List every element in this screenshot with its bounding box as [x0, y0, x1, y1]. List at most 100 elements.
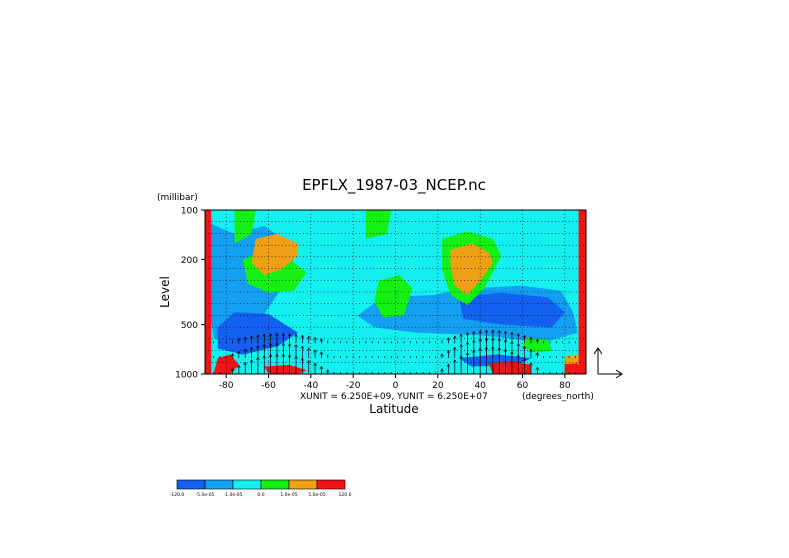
chart-title: EPFLX_1987-03_NCEP.nc: [302, 176, 486, 195]
colorbar-label: -5.0e-05: [196, 492, 215, 498]
y-axis: 100 200 500 1000: [175, 207, 205, 381]
flux-vector-head: [230, 353, 235, 357]
flux-vector-head: [275, 332, 279, 336]
flux-vector-head: [313, 349, 317, 353]
flux-vector-head: [256, 345, 260, 349]
y-tick-label: 100: [181, 207, 198, 217]
flux-vector-head: [535, 352, 540, 356]
flux-vector-head: [516, 343, 521, 347]
flux-vector-head: [326, 369, 330, 373]
x-tick-label: 80: [559, 381, 571, 391]
flux-vector-head: [281, 332, 286, 337]
flux-vector-head: [230, 368, 235, 372]
colorbar: -120.0 -5.0e-05 -1.0e-05 0.0 1.0e-05 5.0e-05 1…: [170, 479, 352, 498]
flux-vector-head: [287, 333, 292, 337]
flux-vector-head: [300, 357, 305, 361]
colorbar-swatch: [176, 479, 206, 490]
y-tick-label: 1000: [175, 371, 198, 381]
colorbar-label: 1.0e-05: [280, 492, 297, 498]
y-tick-label: 200: [181, 256, 198, 266]
colorbar-swatch: [232, 479, 262, 490]
x-tick-label: 40: [474, 381, 486, 391]
flux-vector-head: [459, 333, 463, 337]
y-unit-label: (millibar): [157, 193, 198, 203]
contour-region: [251, 234, 299, 276]
flux-vector-head: [249, 359, 254, 363]
colorbar-label: 5.0e-05: [308, 492, 325, 498]
flux-vector-head: [522, 357, 527, 362]
flux-vector-head: [237, 337, 241, 342]
x-tick-label: -60: [261, 381, 276, 391]
flux-vector-head: [472, 330, 476, 335]
flux-vector-head: [262, 343, 267, 347]
contour-region: [205, 210, 212, 374]
flux-vector-head: [294, 333, 298, 337]
y-axis-label: Level: [158, 276, 172, 308]
plot-area: [204, 209, 587, 375]
contour-region: [459, 292, 565, 328]
flux-vector-head: [446, 337, 451, 341]
flux-vector-head: [465, 332, 470, 336]
flux-vector-head: [503, 330, 508, 334]
x-tick-label: 60: [517, 381, 529, 391]
reference-vector-icon: [593, 347, 623, 379]
flux-vector-head: [300, 345, 305, 349]
flux-vector-head: [446, 349, 451, 354]
flux-vector-head: [249, 346, 254, 350]
contour-fills: [205, 210, 586, 374]
flux-vector-head: [306, 335, 311, 339]
flux-vector-head: [453, 359, 457, 363]
flux-vector-head: [268, 332, 273, 337]
flux-vector-head: [300, 334, 305, 338]
colorbar-swatch: [288, 479, 318, 490]
colorbar-label: 120.0: [339, 492, 352, 498]
flux-vector-head: [484, 329, 489, 333]
grid-lines: [205, 210, 586, 374]
flux-vector-head: [529, 348, 533, 353]
flux-vector-head: [319, 351, 324, 355]
flux-vector-head: [256, 334, 260, 338]
flux-vector-head: [491, 329, 495, 333]
flux-vector-head: [459, 343, 463, 348]
flux-vectors: [213, 329, 576, 374]
flux-vector-head: [268, 342, 273, 347]
flux-vector-head: [262, 333, 267, 337]
x-unit-label: (degrees_north): [522, 392, 594, 402]
colorbar-label: -120.0: [170, 492, 185, 498]
x-tick-label: -40: [303, 381, 318, 391]
flux-vector-head: [529, 336, 533, 340]
contour-region: [217, 312, 299, 355]
colorbar-label: -1.0e-05: [224, 492, 243, 498]
flux-vector-head: [453, 335, 457, 339]
flux-vector-head: [294, 344, 298, 348]
flux-vector-head: [522, 345, 527, 350]
flux-vector-head: [446, 363, 451, 367]
flux-vector-head: [313, 362, 317, 366]
y-tick-label: 500: [181, 321, 198, 331]
flux-vector-head: [522, 334, 527, 338]
flux-vector-head: [287, 343, 292, 347]
x-axis: -80 -60 -40 -20 0 20 40 60 80: [219, 374, 571, 391]
flux-vector-head: [243, 361, 247, 366]
flux-vector-head: [510, 331, 514, 335]
flux-vector-head: [535, 338, 540, 342]
flux-vector-head: [529, 362, 533, 366]
colorbar-label: 0.0: [257, 492, 264, 498]
flux-vector-head: [306, 359, 311, 364]
flux-vector-head: [319, 365, 324, 370]
flux-vector-head: [440, 368, 444, 372]
contour-region: [374, 275, 413, 318]
flux-vector-head: [306, 347, 311, 351]
flux-vector-head: [249, 335, 254, 339]
flux-vector-head: [453, 346, 457, 350]
x-tick-label: 20: [432, 381, 444, 391]
colorbar-swatch: [204, 479, 234, 490]
flux-vector-head: [237, 350, 241, 354]
flux-vector-head: [237, 364, 241, 369]
x-tick-label: -20: [346, 381, 361, 391]
x-axis-label: Latitude: [369, 402, 418, 416]
flux-vector-head: [516, 333, 521, 337]
contour-region: [564, 363, 582, 374]
vector-units-text: XUNIT = 6.250E+09, YUNIT = 6.250E+07: [300, 392, 488, 402]
